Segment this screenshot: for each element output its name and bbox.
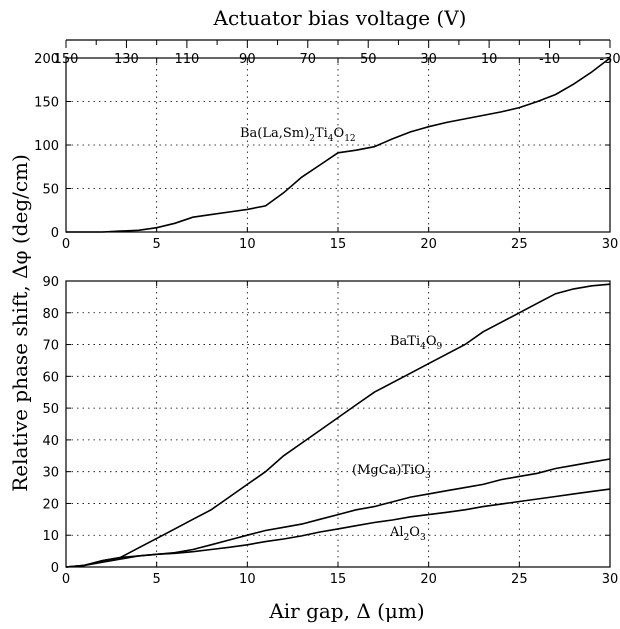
- top-axis-title: Actuator bias voltage (V): [213, 6, 467, 30]
- top-y-tick-label-4: 200: [34, 52, 59, 67]
- bottom-x-tick-label-2: 10: [239, 572, 256, 587]
- top-y-tick-label-0: 0: [51, 226, 59, 241]
- series-label-mgca: (MgCa)TiO3: [352, 463, 431, 481]
- bottom-y-tick-label-2: 20: [42, 497, 59, 512]
- bottom-series-line-0: [65, 283, 611, 568]
- bottom-series-line-2: [65, 488, 611, 568]
- top-x-tick-label-5: 25: [511, 237, 528, 252]
- bottom-x-tick-label-5: 25: [511, 572, 528, 587]
- top-voltage-axis: 150 130 110 90 70 50 30 10 -10 -30: [54, 39, 620, 67]
- bottom-x-tick-label-0: 0: [62, 572, 70, 587]
- top-voltage-tick-label-1: 130: [114, 52, 139, 67]
- bottom-x-tick-label-4: 20: [420, 572, 437, 587]
- top-x-tick-label-6: 30: [602, 237, 619, 252]
- top-x-tick-label-4: 20: [420, 237, 437, 252]
- bottom-y-tick-label-7: 70: [42, 339, 59, 354]
- top-y-tick-label-2: 100: [34, 139, 59, 154]
- top-series-line-0: [66, 57, 611, 233]
- x-axis-title: Air gap, Δ (μm): [268, 599, 424, 623]
- bottom-panel: 0 5 10 15 20 25 30 0 10 20 30 40 50 60 70 80 90: [42, 275, 618, 587]
- bottom-y-tick-label-1: 10: [42, 529, 59, 544]
- top-panel: 0 5 10 15 20 25 30 0 50 100 150 200: [34, 52, 618, 252]
- bottom-y-tick-label-4: 40: [42, 434, 59, 449]
- top-y-tick-label-3: 150: [34, 96, 59, 111]
- y-axis-title: Relative phase shift, Δφ (deg/cm): [8, 154, 32, 492]
- top-x-tick-label-3: 15: [330, 237, 347, 252]
- top-voltage-tick-label-7: 10: [481, 52, 498, 67]
- top-voltage-tick-label-8: -10: [539, 52, 560, 67]
- top-x-tick-label-2: 10: [239, 237, 256, 252]
- bottom-y-tick-label-5: 50: [42, 402, 59, 417]
- top-voltage-tick-label-2: 110: [174, 52, 199, 67]
- bottom-y-tick-label-8: 80: [42, 307, 59, 322]
- series-label-al2o3: Al2O3: [389, 525, 426, 543]
- series-label-ba-la-sm: Ba(La,Sm)2Ti4O12: [240, 126, 356, 144]
- series-label-batio: BaTi4O9: [390, 334, 443, 352]
- top-voltage-tick-label-5: 50: [360, 52, 377, 67]
- top-x-tick-label-1: 5: [153, 237, 161, 252]
- bottom-y-tick-label-3: 30: [42, 466, 59, 481]
- bottom-x-tick-label-3: 15: [330, 572, 347, 587]
- bottom-y-tick-label-0: 0: [51, 561, 59, 576]
- top-x-tick-label-0: 0: [62, 237, 70, 252]
- bottom-x-tick-label-1: 5: [153, 572, 161, 587]
- bottom-y-tick-label-6: 60: [42, 370, 59, 385]
- top-voltage-tick-label-4: 70: [300, 52, 317, 67]
- top-y-tick-label-1: 50: [42, 183, 59, 198]
- bottom-x-tick-label-6: 30: [602, 572, 619, 587]
- bottom-y-tick-label-9: 90: [42, 275, 59, 290]
